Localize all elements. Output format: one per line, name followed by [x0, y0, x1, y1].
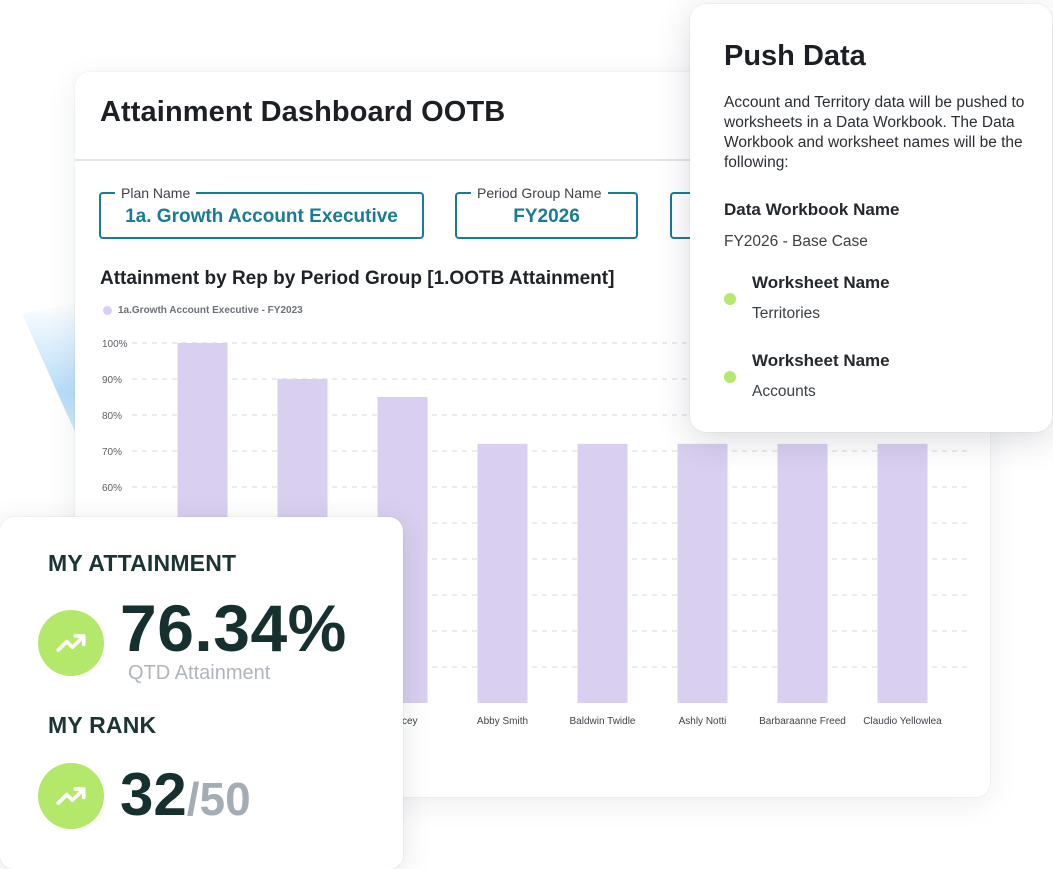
period-group-field[interactable]: Period Group Name FY2026 [455, 184, 638, 239]
my-attainment-heading: MY ATTAINMENT [48, 550, 237, 576]
push-data-title: Push Data [724, 40, 866, 72]
y-tick-label: 90% [102, 375, 122, 386]
chart-bar [677, 443, 728, 703]
legend-label: 1a.Growth Account Executive - FY2023 [118, 305, 303, 316]
my-attainment-card: MY ATTAINMENT 76.34% QTD Attainment MY R… [0, 517, 403, 869]
plan-name-field[interactable]: Plan Name 1a. Growth Account Executive [99, 184, 424, 239]
trending-up-icon [38, 610, 104, 676]
y-tick-label: 80% [102, 411, 122, 422]
rank-total: /50 [186, 773, 251, 825]
x-tick-label: Ashly Notti [679, 716, 727, 727]
x-tick-label: Barbaraanne Freed [759, 716, 846, 727]
chart-legend: 1a.Growth Account Executive - FY2023 [103, 305, 303, 316]
worksheet-name-label: Worksheet Name [752, 351, 890, 370]
worksheet-name-value: Territories [752, 305, 821, 322]
period-group-value: FY2026 [513, 205, 580, 227]
chart-bar [877, 443, 928, 703]
chart-bar [777, 443, 828, 703]
header-divider [75, 159, 990, 161]
attainment-sub-label: QTD Attainment [128, 662, 271, 684]
worksheet-item: Worksheet Name Territories [724, 273, 1032, 323]
plan-name-label: Plan Name [115, 184, 197, 202]
my-rank-heading: MY RANK [48, 712, 157, 738]
worksheet-name-value: Accounts [752, 383, 816, 400]
workbook-name-value: FY2026 - Base Case [724, 233, 868, 250]
worksheet-item: Worksheet Name Accounts [724, 351, 1032, 401]
chart-bar [477, 443, 528, 703]
plan-name-value: 1a. Growth Account Executive [125, 205, 398, 227]
workbook-name-label: Data Workbook Name [724, 200, 900, 219]
worksheet-name-label: Worksheet Name [752, 273, 890, 292]
chart-title: Attainment by Rep by Period Group [1.OOT… [100, 268, 615, 289]
y-tick-label: 60% [102, 483, 122, 494]
status-dot-icon [724, 293, 736, 305]
attainment-value: 76.34% [120, 591, 347, 665]
rank-display: 32 /50 [120, 765, 251, 825]
legend-swatch [103, 306, 112, 315]
rank-value: 32 [120, 761, 187, 828]
push-data-description: Account and Territory data will be pushe… [724, 94, 1025, 171]
period-group-label: Period Group Name [471, 184, 608, 202]
dashboard-title: Attainment Dashboard OOTB [100, 96, 506, 128]
x-tick-label: Claudio Yellowlea [863, 716, 942, 727]
y-tick-label: 70% [102, 447, 122, 458]
push-data-card: Push Data Account and Territory data wil… [690, 4, 1052, 432]
y-tick-label: 100% [102, 339, 128, 350]
chart-bar [577, 443, 628, 703]
status-dot-icon [724, 371, 736, 383]
trending-up-icon [38, 763, 104, 829]
x-tick-label: Abby Smith [477, 716, 528, 727]
x-tick-label: Baldwin Twidle [570, 716, 636, 727]
